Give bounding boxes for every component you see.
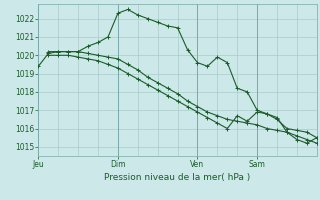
X-axis label: Pression niveau de la mer( hPa ): Pression niveau de la mer( hPa )	[104, 173, 251, 182]
